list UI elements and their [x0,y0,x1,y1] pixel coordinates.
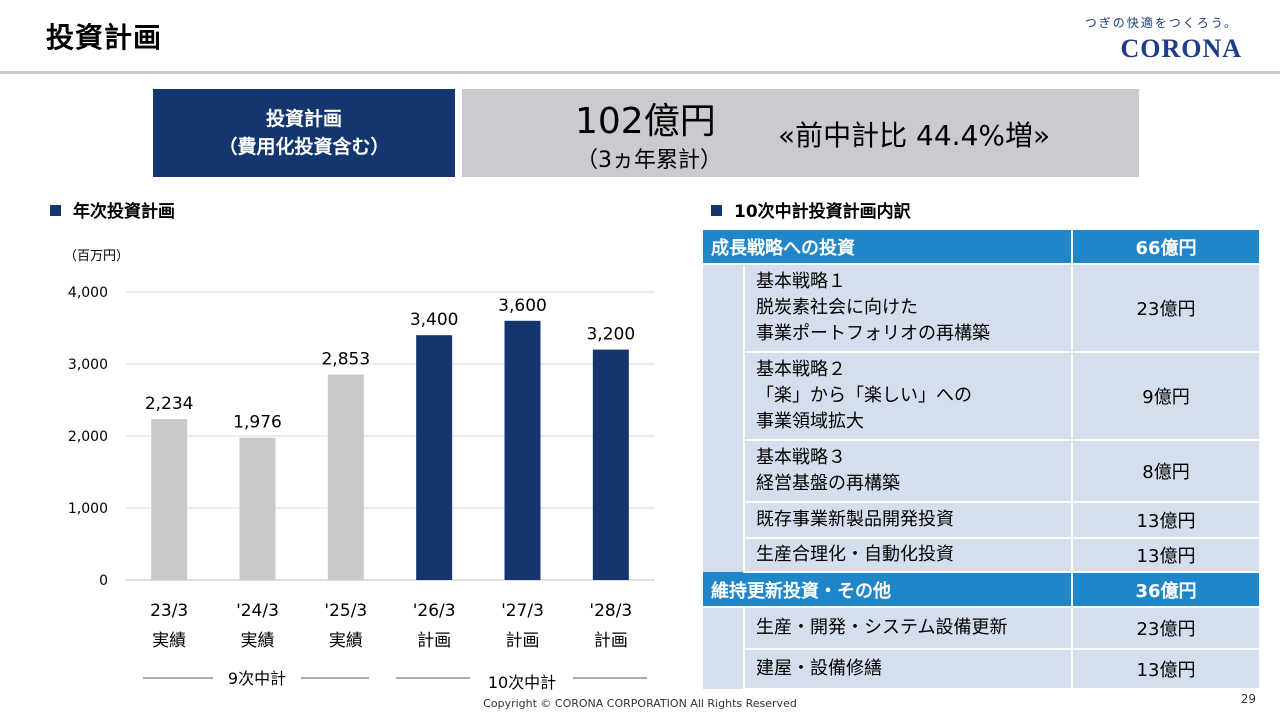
chart-y-axis: 0 1,000 2,000 3,000 4,000 [68,285,108,589]
y-tick-label: 4,000 [68,285,108,301]
bar-value-label: 1,976 [233,413,282,433]
table-row: 基本戦略１ 脱炭素社会に向けた 事業ポートフォリオの再構築 23億円 [703,264,1259,572]
item-line: 事業領域拡大 [756,411,864,432]
investment-plan-label-box: 投資計画 （費用化投資含む） [153,89,455,177]
item-amount: 8億円 [1071,440,1259,503]
breakdown-title: 10次中計投資計画内訳 [734,202,911,222]
item-line: 脱炭素社会に向けた [756,297,918,318]
plan-label-line1: 投資計画 [265,108,342,130]
bar-value-label: 3,400 [410,310,459,330]
item-line: 「楽」から「楽しい」への [756,385,972,406]
y-tick-label: 2,000 [68,429,108,445]
chart-x-axis: 23/3 実績 '24/3 実績 '25/3 実績 '26/3 計画 '27/3 計画 '28/3 計… [150,601,632,651]
y-tick-label: 0 [99,573,108,589]
bar [592,349,629,580]
x-tick-label: '28/3 [589,601,632,621]
group1-label: 9次中計 [228,669,286,688]
item-label: 基本戦略２ 「楽」から「楽しい」への 事業領域拡大 [743,352,1072,441]
item-line: 生産・開発・システム設備更新 [756,617,1008,638]
table-row: 既存事業新製品開発投資 13億円 [703,502,1259,539]
x-tick-label: '24/3 [236,601,279,621]
bar [151,419,188,580]
x-tick-label: '27/3 [501,601,544,621]
item-label: 基本戦略３ 経営基盤の再構築 [743,440,1072,503]
item-line: 基本戦略３ [756,447,846,468]
plan-label-line2: （費用化投資含む） [218,136,390,158]
page-title: 投資計画 [46,21,163,54]
table-row: 基本戦略２ 「楽」から「楽しい」への 事業領域拡大 9億円 [703,352,1259,441]
breakdown-heading: 10次中計投資計画内訳 [711,197,911,222]
copyright-footer: Copyright © CORONA CORPORATION All Right… [483,697,797,710]
item-amount: 13億円 [1071,649,1259,690]
table-row: 生産合理化・自動化投資 13億円 [703,538,1259,573]
item-amount: 9億円 [1071,352,1259,441]
group-label: 維持更新投資・その他 [703,572,1072,608]
bar-value-label: 2,234 [145,394,194,414]
x-tick-label: 23/3 [150,601,188,621]
y-tick-label: 3,000 [68,357,108,373]
investment-amount-box [462,89,1139,177]
y-tick-label: 1,000 [68,501,108,517]
item-amount: 23億円 [1071,607,1259,650]
item-label: 建屋・設備修繕 [743,649,1072,690]
group-amount: 36億円 [1071,572,1259,608]
cumulative-note: （3ヵ年累計） [576,148,722,173]
header-divider [0,71,1280,74]
chart-gridlines [125,291,655,581]
item-label: 生産合理化・自動化投資 [743,538,1072,573]
group-amount: 66億円 [1071,230,1259,265]
table-row: 生産・開発・システム設備更新 23億円 [703,607,1259,689]
investment-breakdown-table: 成長戦略への投資 66億円 基本戦略１ 脱炭素社会に向けた 事業ポートフォリオの… [703,230,1259,690]
bar [239,437,276,580]
x-tick-sublabel: 計画 [594,631,628,651]
item-line: 経営基盤の再構築 [756,473,900,494]
x-tick-sublabel: 実績 [152,631,186,651]
brand-tagline: つぎの快適をつくろう。 [1084,16,1238,30]
x-tick-sublabel: 実績 [329,631,363,651]
chart-bars: 2,234 1,976 2,853 3,400 3,600 3,200 [145,296,635,580]
table-row: 建屋・設備修繕 13億円 [703,649,1259,690]
page-number: 29 [1240,692,1256,706]
bar-value-label: 2,853 [321,350,370,370]
item-label: 基本戦略１ 脱炭素社会に向けた 事業ポートフォリオの再構築 [743,264,1072,353]
bar [327,374,364,580]
group-header-row: 成長戦略への投資 66億円 [703,230,1259,265]
x-tick-sublabel: 計画 [506,631,540,651]
group-label: 成長戦略への投資 [703,230,1072,265]
item-amount: 13億円 [1071,538,1259,573]
x-tick-sublabel: 実績 [241,631,275,651]
item-amount: 23億円 [1071,264,1259,353]
item-line: 生産合理化・自動化投資 [756,544,954,565]
annual-plan-title: 年次投資計画 [73,202,175,222]
item-line: 基本戦略１ [756,271,846,292]
indent-cell [703,264,744,572]
indent-cell [703,607,744,689]
group-header-row: 維持更新投資・その他 36億円 [703,572,1259,608]
x-tick-sublabel: 計画 [417,631,451,651]
annual-investment-chart: 0 1,000 2,000 3,000 4,000 2,234 1,976 2,853 3,4… [68,285,655,692]
bullet-square-icon [711,205,722,216]
chart-unit-label: （百万円） [64,249,130,264]
group2-label: 10次中計 [488,673,556,692]
x-tick-label: '25/3 [324,601,367,621]
bar-value-label: 3,200 [586,325,635,345]
bar [416,335,453,580]
bullet-square-icon [50,205,61,216]
item-amount: 13億円 [1071,502,1259,539]
total-investment-amount: 102億円 [575,101,716,142]
annual-plan-heading: 年次投資計画 [50,197,175,222]
item-line: 既存事業新製品開発投資 [756,509,954,530]
item-line: 基本戦略２ [756,359,846,380]
x-tick-label: '26/3 [413,601,456,621]
bar [504,320,541,580]
bar-value-label: 3,600 [498,296,547,316]
item-label: 既存事業新製品開発投資 [743,502,1072,539]
item-label: 生産・開発・システム設備更新 [743,607,1072,650]
item-line: 建屋・設備修繕 [756,658,882,679]
item-line: 事業ポートフォリオの再構築 [756,323,990,344]
table-row: 基本戦略３ 経営基盤の再構築 8億円 [703,440,1259,503]
comparison-note: «前中計比 44.4%増» [778,119,1051,152]
corona-logo: CORONA [1120,34,1242,63]
